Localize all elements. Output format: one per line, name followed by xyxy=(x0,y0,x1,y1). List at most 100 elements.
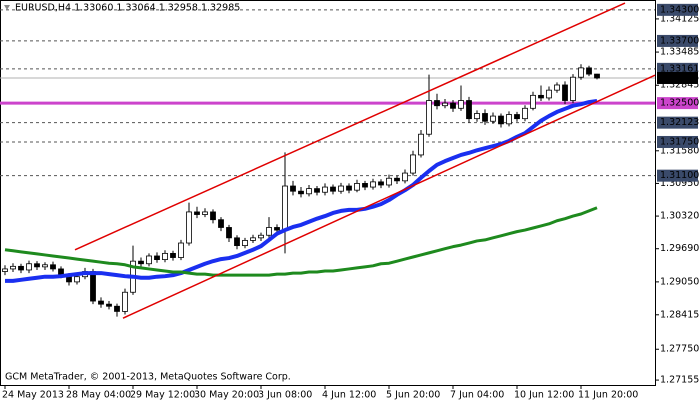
level-label-box xyxy=(657,116,698,129)
level-label-box xyxy=(657,62,698,75)
x-tick-label: 4 Jun 12:00 xyxy=(322,390,376,401)
menu-icon xyxy=(4,5,10,10)
candle-body xyxy=(490,115,496,122)
candle-body xyxy=(346,185,352,191)
candle-body xyxy=(106,303,112,307)
candle-body xyxy=(466,100,472,120)
candle-body xyxy=(570,76,576,101)
candle-body xyxy=(418,133,424,156)
candle-body xyxy=(330,186,336,192)
x-tick-label: 5 Jun 20:00 xyxy=(386,390,440,401)
y-tick-label: 1.29690 xyxy=(660,243,699,254)
candle-body xyxy=(410,154,416,174)
candle-body xyxy=(506,114,512,125)
level-label-box xyxy=(657,3,698,16)
plot-frame xyxy=(0,0,656,386)
candle-body xyxy=(586,67,592,75)
candle-body xyxy=(122,291,128,312)
y-tick-label: 1.32845 xyxy=(660,80,699,91)
candle-body xyxy=(338,185,344,192)
y-tick-label: 1.28415 xyxy=(660,309,699,320)
candle-body xyxy=(578,67,584,78)
candle-body xyxy=(458,100,464,109)
level-label: 1.32985 xyxy=(660,72,699,83)
candle-body xyxy=(594,73,600,79)
candle-body xyxy=(402,172,408,182)
x-tick-label: 7 Jun 04:00 xyxy=(450,390,504,401)
candle-body xyxy=(114,305,120,312)
candle-body xyxy=(370,181,376,188)
candle-body xyxy=(90,271,96,302)
y-tick-label: 1.31580 xyxy=(660,145,699,156)
x-tick-label: 3 Jun 08:00 xyxy=(258,390,312,401)
level-label: 1.33161 xyxy=(660,63,699,74)
candle-body xyxy=(442,102,448,107)
level-label-box xyxy=(657,34,698,47)
candle-body xyxy=(290,185,296,192)
candle-body xyxy=(378,181,384,186)
candle-body xyxy=(34,263,40,268)
candle-body xyxy=(386,177,392,186)
moving-average xyxy=(4,206,598,277)
candle-body xyxy=(42,264,48,268)
moving-average xyxy=(5,99,598,283)
candle-body xyxy=(2,268,8,272)
candle-body xyxy=(194,211,200,215)
candle-body xyxy=(154,255,160,261)
candle-body xyxy=(554,84,560,91)
candle-body xyxy=(186,211,192,244)
candle-body xyxy=(18,265,24,271)
candle-body xyxy=(146,255,152,265)
level-label: 1.34300 xyxy=(660,4,699,15)
candle-body xyxy=(98,300,104,305)
candle-body xyxy=(498,115,504,125)
level-label: 1.32123 xyxy=(660,117,699,128)
candle-body xyxy=(322,186,328,193)
candle-body xyxy=(298,190,304,195)
y-tick-label: 1.30950 xyxy=(660,178,699,189)
candle-body xyxy=(354,183,360,191)
candle-body xyxy=(434,100,440,107)
candle-body xyxy=(202,211,208,215)
candle-body xyxy=(538,94,544,99)
candle-body xyxy=(426,100,432,135)
candle-body xyxy=(26,263,32,271)
candle-body xyxy=(50,264,56,270)
x-tick-label: 10 Jun 12:00 xyxy=(514,390,574,401)
candle-body xyxy=(274,227,280,231)
y-tick-label: 1.33485 xyxy=(660,47,699,58)
candle-body xyxy=(314,188,320,193)
candle-body xyxy=(170,252,176,258)
candle-body xyxy=(482,113,488,122)
level-label-box xyxy=(657,71,698,84)
trend-line xyxy=(122,74,656,319)
level-label-box xyxy=(657,97,698,110)
level-label-box xyxy=(657,135,698,148)
candle-body xyxy=(514,114,520,120)
y-tick-label: 1.27750 xyxy=(660,344,699,355)
x-tick-label: 11 Jun 20:00 xyxy=(578,390,638,401)
candle-body xyxy=(530,94,536,109)
candle-body xyxy=(562,84,568,101)
candle-body xyxy=(218,219,224,228)
x-tick-label: 24 May 2013 xyxy=(2,390,64,401)
candle-body xyxy=(178,242,184,258)
x-tick-label: 29 May 12:00 xyxy=(130,390,195,401)
level-label: 1.31100 xyxy=(660,170,699,181)
candle-body xyxy=(394,177,400,182)
candle-body xyxy=(266,227,272,236)
candle-body xyxy=(138,260,144,265)
candle-body xyxy=(10,265,16,270)
candle-body xyxy=(282,185,288,231)
trend-line xyxy=(74,2,626,251)
candle-body xyxy=(234,237,240,247)
candle-body xyxy=(546,89,552,99)
candle-body xyxy=(74,276,80,283)
level-label: 1.33700 xyxy=(660,35,699,46)
candle-body xyxy=(226,227,232,239)
candle-body xyxy=(242,240,248,247)
candle-body xyxy=(362,183,368,188)
candle-body xyxy=(162,252,168,261)
candle-body xyxy=(258,234,264,239)
